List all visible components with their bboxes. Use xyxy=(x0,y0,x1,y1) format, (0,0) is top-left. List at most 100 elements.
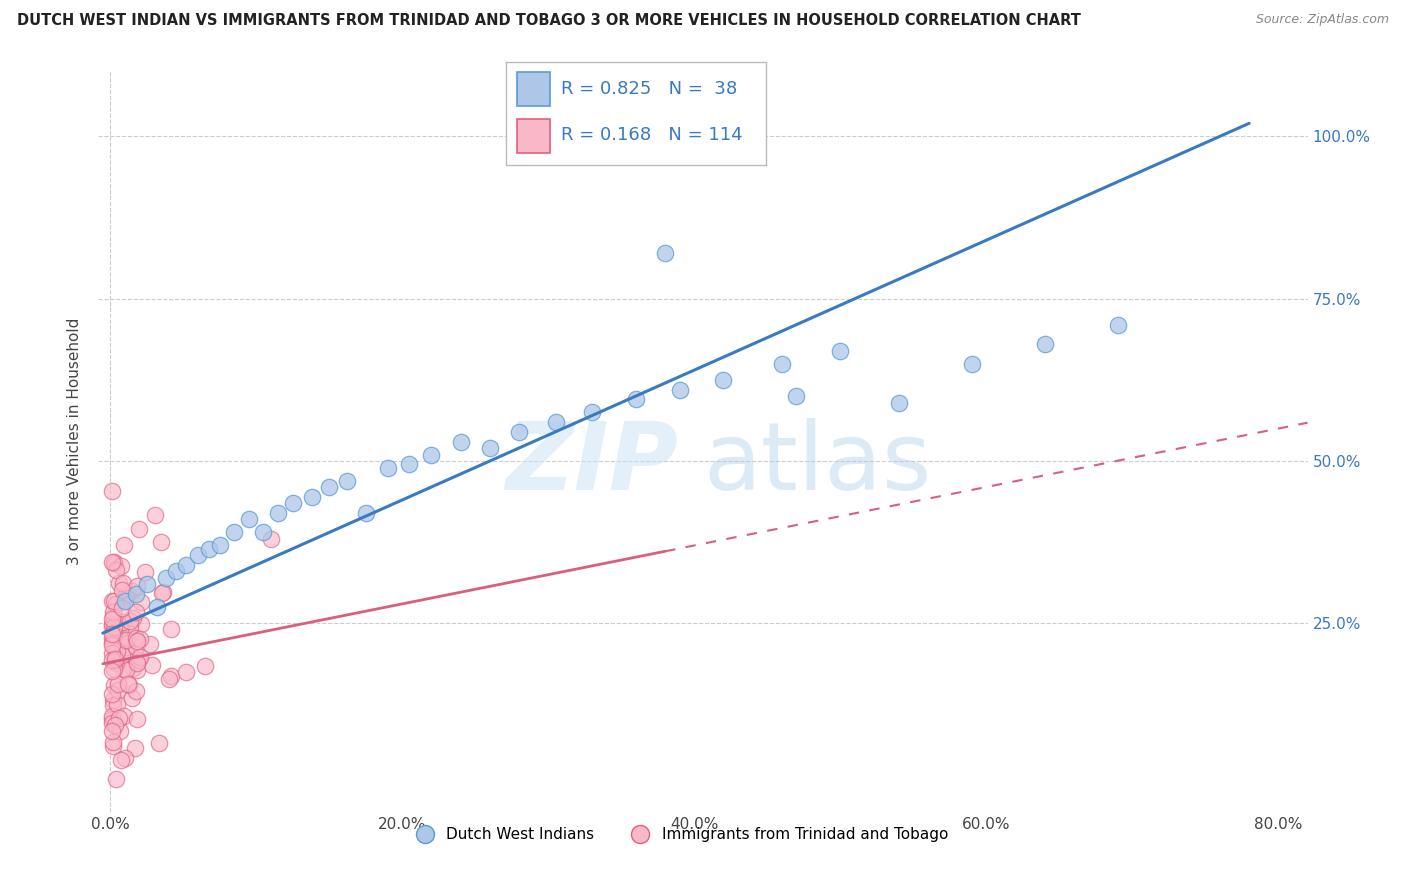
Point xyxy=(100,646,122,660)
Point xyxy=(112,708,135,723)
Point xyxy=(105,651,128,665)
Point xyxy=(121,691,143,706)
Point xyxy=(125,579,148,593)
Point xyxy=(174,665,197,680)
Point xyxy=(103,555,125,569)
Point xyxy=(146,600,169,615)
Point xyxy=(194,658,217,673)
Point xyxy=(105,644,128,658)
Point xyxy=(112,538,135,552)
Point xyxy=(103,662,125,676)
Point xyxy=(110,559,132,574)
Point xyxy=(129,650,152,665)
Point xyxy=(115,640,138,654)
Point xyxy=(887,395,910,409)
Point xyxy=(129,595,152,609)
Point xyxy=(103,638,125,652)
Point xyxy=(141,657,163,672)
Point xyxy=(101,693,124,707)
Point xyxy=(830,343,852,358)
Point xyxy=(157,673,180,687)
Point xyxy=(581,405,603,419)
Point xyxy=(105,657,128,671)
Text: ZIP: ZIP xyxy=(506,417,679,509)
Point xyxy=(125,640,148,654)
Point xyxy=(770,357,793,371)
Point xyxy=(377,460,399,475)
Point xyxy=(100,709,122,723)
Point xyxy=(108,632,131,646)
Point xyxy=(103,556,125,570)
Point xyxy=(120,620,142,634)
Point xyxy=(134,566,156,580)
Point xyxy=(104,654,127,668)
Text: R = 0.168   N = 114: R = 0.168 N = 114 xyxy=(561,126,742,144)
Point xyxy=(624,392,647,407)
Point xyxy=(450,434,472,449)
Point xyxy=(478,441,501,455)
Text: DUTCH WEST INDIAN VS IMMIGRANTS FROM TRINIDAD AND TOBAGO 3 OR MORE VEHICLES IN H: DUTCH WEST INDIAN VS IMMIGRANTS FROM TRI… xyxy=(17,13,1081,29)
Point xyxy=(105,697,128,711)
Point xyxy=(118,677,141,691)
Point xyxy=(103,627,125,641)
Point xyxy=(100,638,122,652)
Point xyxy=(111,600,134,615)
Point xyxy=(100,664,122,678)
Point xyxy=(110,622,132,636)
Point xyxy=(508,425,530,439)
Point xyxy=(165,565,187,579)
Point xyxy=(114,593,136,607)
Point xyxy=(107,618,129,632)
Point xyxy=(150,585,173,599)
Point xyxy=(135,577,157,591)
Point xyxy=(103,609,125,624)
Point xyxy=(252,525,274,540)
Point xyxy=(267,506,290,520)
Text: atlas: atlas xyxy=(703,417,931,509)
Point xyxy=(111,615,134,629)
Point xyxy=(104,718,127,732)
Point xyxy=(100,617,122,632)
Point xyxy=(125,587,148,601)
Point xyxy=(100,716,122,731)
Point xyxy=(354,506,377,520)
Point xyxy=(301,490,323,504)
Point xyxy=(107,617,129,632)
Point xyxy=(155,571,177,585)
Point xyxy=(138,637,160,651)
Point xyxy=(107,576,129,591)
Point xyxy=(122,611,145,625)
Point xyxy=(420,448,443,462)
Point xyxy=(125,631,148,645)
Point xyxy=(114,751,136,765)
Point xyxy=(128,653,150,667)
Point xyxy=(112,593,135,607)
Point xyxy=(103,735,125,749)
Point xyxy=(960,357,983,371)
Point xyxy=(160,623,183,637)
Point xyxy=(125,634,148,648)
Point xyxy=(208,538,231,552)
Point xyxy=(115,664,138,678)
Point xyxy=(100,593,122,607)
Point xyxy=(187,548,209,562)
Point xyxy=(101,712,124,726)
Point xyxy=(103,678,125,692)
Point xyxy=(1033,337,1056,351)
Point xyxy=(100,724,122,739)
FancyBboxPatch shape xyxy=(516,119,550,153)
Point xyxy=(131,617,153,632)
Point xyxy=(668,383,690,397)
Point xyxy=(122,661,145,675)
Text: Source: ZipAtlas.com: Source: ZipAtlas.com xyxy=(1256,13,1389,27)
Point xyxy=(103,620,125,634)
Point xyxy=(101,635,124,649)
Point xyxy=(115,646,138,660)
Point xyxy=(124,740,146,755)
Point xyxy=(398,457,420,471)
Point xyxy=(104,652,127,666)
Point xyxy=(281,496,304,510)
FancyBboxPatch shape xyxy=(516,71,550,105)
Point xyxy=(100,619,122,633)
Point xyxy=(111,583,134,598)
